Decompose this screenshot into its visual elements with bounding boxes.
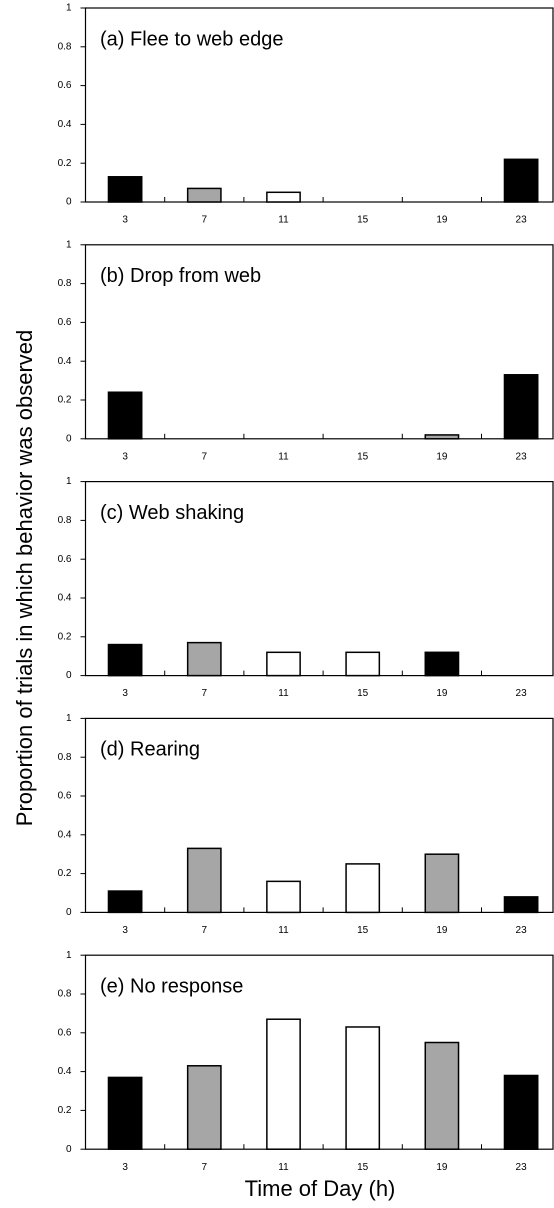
bar	[503, 1074, 539, 1150]
bar	[266, 651, 301, 677]
y-tick-label: 0.2	[58, 631, 72, 642]
y-tick-label: 0.8	[58, 515, 72, 526]
bar	[107, 391, 143, 440]
panel-title: (d) Rearing	[100, 739, 200, 761]
y-tick-label: 0.4	[58, 356, 72, 367]
x-tick-label: 15	[357, 925, 369, 936]
y-axis-label: Proportion of trials in which behavior w…	[12, 330, 37, 826]
y-tick-label: 0.2	[58, 158, 72, 169]
y-tick-label: 0.4	[58, 829, 72, 840]
y-tick-label: 0.2	[58, 395, 72, 406]
x-tick-label: 23	[516, 1162, 528, 1173]
y-tick-label: 0.8	[58, 752, 72, 763]
bar	[424, 651, 460, 677]
bar	[107, 643, 143, 677]
x-tick-label: 3	[122, 925, 128, 936]
bar	[424, 434, 460, 440]
bar	[107, 176, 143, 203]
y-tick-label: 0.2	[58, 1105, 72, 1116]
bar	[424, 853, 460, 914]
x-tick-label: 3	[122, 215, 128, 226]
x-tick-label: 7	[202, 451, 208, 462]
x-tick-label: 3	[122, 451, 128, 462]
x-tick-label: 23	[516, 215, 528, 226]
x-tick-label: 11	[278, 451, 289, 462]
bar	[107, 1076, 143, 1150]
y-tick-label: 0.2	[58, 868, 72, 879]
y-tick-label: 0	[66, 1144, 72, 1155]
bar	[345, 863, 381, 914]
y-tick-label: 0	[66, 197, 72, 208]
panel-title: (b) Drop from web	[100, 265, 261, 287]
x-tick-label: 19	[436, 925, 448, 936]
x-tick-label: 23	[516, 925, 528, 936]
bar	[186, 641, 222, 677]
x-tick-label: 19	[436, 215, 448, 226]
bar	[345, 1026, 381, 1150]
x-tick-label: 19	[436, 688, 448, 699]
plot-frame	[84, 481, 554, 677]
x-tick-label: 15	[357, 688, 369, 699]
plot-frame	[84, 7, 554, 203]
panel-title: (e) No response	[100, 975, 243, 997]
y-tick-label: 0.8	[58, 41, 72, 52]
x-tick-label: 3	[122, 688, 128, 699]
y-tick-label: 0	[66, 907, 72, 918]
bar	[266, 191, 301, 203]
y-tick-label: 1	[66, 713, 72, 724]
y-tick-label: 0.6	[58, 80, 72, 91]
bar	[345, 651, 381, 677]
x-tick-label: 7	[202, 215, 208, 226]
y-tick-label: 0.8	[58, 989, 72, 1000]
y-tick-label: 0.4	[58, 593, 72, 604]
y-tick-label: 1	[66, 476, 72, 487]
x-tick-label: 7	[202, 688, 208, 699]
bar	[186, 1065, 222, 1150]
plot-frame	[84, 954, 554, 1150]
plot-frame	[84, 244, 554, 440]
bar	[503, 896, 539, 914]
bar	[503, 158, 539, 203]
x-tick-label: 19	[436, 451, 448, 462]
bar	[186, 847, 222, 914]
y-tick-label: 0	[66, 670, 72, 681]
y-tick-label: 0	[66, 433, 72, 444]
panel-title: (c) Web shaking	[100, 502, 244, 524]
x-tick-label: 23	[516, 451, 528, 462]
x-tick-label: 11	[278, 688, 289, 699]
bar	[186, 187, 222, 203]
y-tick-label: 0.8	[58, 278, 72, 289]
x-tick-label: 7	[202, 925, 208, 936]
x-tick-label: 11	[278, 1162, 289, 1173]
bar	[266, 1018, 301, 1150]
plot-frame	[84, 717, 554, 914]
y-tick-label: 0.4	[58, 119, 72, 130]
x-tick-label: 19	[436, 1162, 448, 1173]
bar	[424, 1041, 460, 1150]
bar	[266, 880, 301, 914]
y-tick-label: 0.6	[58, 554, 72, 565]
panel-title: (a) Flee to web edge	[100, 28, 283, 50]
x-tick-label: 15	[357, 1162, 369, 1173]
x-tick-label: 3	[122, 1162, 128, 1173]
bar	[107, 890, 143, 914]
y-tick-label: 1	[66, 3, 72, 14]
bar	[503, 374, 539, 440]
x-tick-label: 15	[357, 451, 369, 462]
x-tick-label: 11	[278, 925, 289, 936]
y-tick-label: 0.6	[58, 1027, 72, 1038]
x-tick-label: 15	[357, 215, 369, 226]
y-tick-label: 0.4	[58, 1066, 72, 1077]
y-tick-label: 1	[66, 239, 72, 250]
y-tick-label: 0.6	[58, 791, 72, 802]
x-tick-label: 23	[516, 688, 528, 699]
y-tick-label: 0.6	[58, 317, 72, 328]
x-axis-label: Time of Day (h)	[245, 1176, 396, 1201]
y-tick-label: 1	[66, 950, 72, 961]
x-tick-label: 7	[202, 1162, 208, 1173]
x-tick-label: 11	[278, 215, 289, 226]
